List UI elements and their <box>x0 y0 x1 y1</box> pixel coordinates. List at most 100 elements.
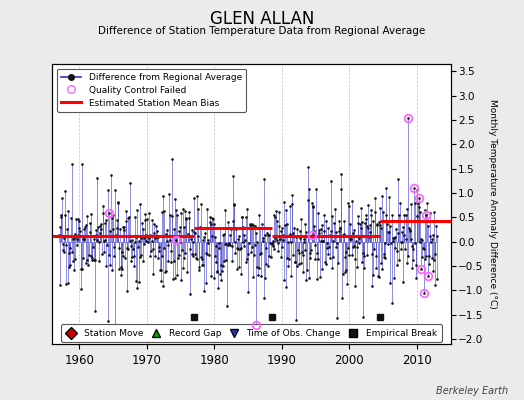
Point <box>361 265 369 272</box>
Point <box>282 207 290 214</box>
Point <box>340 231 348 237</box>
Point <box>386 223 395 229</box>
Point <box>123 244 132 251</box>
Point <box>286 231 294 237</box>
Point <box>367 212 375 218</box>
Point <box>330 219 339 226</box>
Point <box>219 263 227 270</box>
Point <box>291 259 299 266</box>
Point <box>162 231 170 237</box>
Point <box>417 265 425 272</box>
Point <box>165 190 173 197</box>
Point <box>408 265 416 272</box>
Point <box>274 247 282 254</box>
Point <box>221 241 229 248</box>
Point <box>338 295 346 302</box>
Point <box>364 202 372 209</box>
Point <box>88 255 96 262</box>
Point <box>186 246 194 253</box>
Y-axis label: Monthly Temperature Anomaly Difference (°C): Monthly Temperature Anomaly Difference (… <box>488 99 497 309</box>
Point <box>130 214 139 220</box>
Point <box>129 246 137 252</box>
Point <box>202 250 210 256</box>
Point <box>322 218 330 224</box>
Point <box>371 208 379 215</box>
Point <box>308 232 316 239</box>
Point <box>269 246 278 252</box>
Point <box>239 239 247 245</box>
Point <box>370 195 379 201</box>
Point <box>377 260 386 266</box>
Point <box>163 237 171 244</box>
Point <box>119 224 127 231</box>
Point <box>343 281 351 287</box>
Point <box>391 234 400 240</box>
Point <box>233 245 241 251</box>
Point <box>260 176 268 182</box>
Point <box>294 247 302 253</box>
Point <box>366 222 374 228</box>
Point <box>412 261 420 268</box>
Point <box>143 232 151 238</box>
Point <box>79 236 87 242</box>
Point <box>76 228 84 234</box>
Point <box>155 244 163 250</box>
Text: Berkeley Earth: Berkeley Earth <box>436 386 508 396</box>
Point <box>289 252 298 259</box>
Point <box>178 206 187 212</box>
Point <box>238 224 247 230</box>
Point <box>288 192 297 198</box>
Point <box>215 245 223 252</box>
Point <box>349 230 357 236</box>
Point <box>320 212 328 218</box>
Point <box>368 251 376 257</box>
Point <box>347 236 355 242</box>
Point <box>301 220 310 227</box>
Point <box>182 214 191 221</box>
Point <box>390 235 399 241</box>
Point <box>181 208 190 214</box>
Point <box>158 253 167 260</box>
Point <box>68 249 77 255</box>
Point <box>71 230 80 237</box>
Point <box>345 252 354 258</box>
Point <box>96 222 104 229</box>
Point <box>423 200 431 206</box>
Point <box>77 266 85 272</box>
Point <box>296 234 304 241</box>
Point <box>432 223 440 230</box>
Point <box>254 272 262 278</box>
Point <box>168 156 176 162</box>
Point <box>331 232 339 239</box>
Point <box>214 240 223 247</box>
Point <box>152 222 160 229</box>
Point <box>102 263 110 269</box>
Point <box>335 225 344 231</box>
Point <box>335 218 343 224</box>
Point <box>418 237 427 244</box>
Point <box>271 214 280 221</box>
Point <box>177 210 185 216</box>
Point <box>214 285 222 292</box>
Point <box>249 222 257 228</box>
Point <box>140 216 149 223</box>
Point <box>400 232 408 238</box>
Point <box>401 246 409 252</box>
Point <box>226 232 234 238</box>
Point <box>339 232 347 238</box>
Point <box>148 217 156 223</box>
Point <box>302 229 310 236</box>
Point <box>260 232 269 238</box>
Point <box>394 176 402 182</box>
Point <box>85 228 94 235</box>
Point <box>279 232 288 239</box>
Point <box>196 224 204 230</box>
Point <box>203 206 212 212</box>
Point <box>416 209 424 216</box>
Point <box>135 278 144 285</box>
Point <box>329 254 337 260</box>
Point <box>80 236 89 243</box>
Point <box>379 209 387 216</box>
Point <box>173 212 181 218</box>
Point <box>295 260 303 267</box>
